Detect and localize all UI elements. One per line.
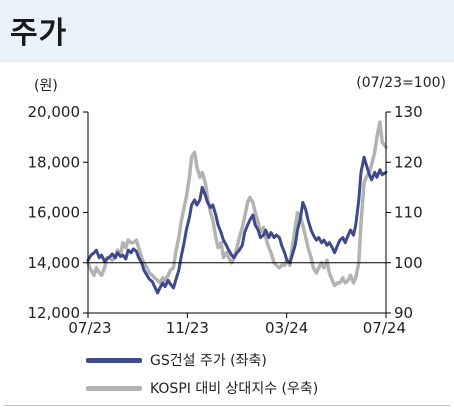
- legend-item-gs: GS건설 주가 (좌축): [86, 346, 318, 374]
- legend-item-kospi: KOSPI 대비 상대지수 (우축): [86, 374, 318, 402]
- title-bar: 주가: [0, 0, 454, 62]
- legend-swatch-kospi: [86, 385, 142, 391]
- legend-swatch-gs: [86, 357, 142, 363]
- footer-divider: [4, 405, 450, 406]
- x-tick-label: 03/24: [265, 319, 308, 337]
- left-tick-label: 18,000: [28, 153, 81, 171]
- legend-label-kospi: KOSPI 대비 상대지수 (우축): [150, 381, 319, 397]
- right-tick-label: 110: [394, 204, 423, 222]
- x-tick-label: 07/24: [363, 319, 406, 337]
- left-tick-label: 12,000: [28, 304, 81, 322]
- left-tick-label: 14,000: [28, 254, 81, 272]
- page-title: 주가: [10, 16, 68, 51]
- right-tick-label: 120: [394, 153, 423, 171]
- right-axis-unit: (07/23=100): [356, 75, 446, 91]
- right-tick-label: 90: [394, 304, 413, 322]
- right-tick-label: 100: [394, 254, 423, 272]
- x-tick-label: 07/23: [68, 319, 111, 337]
- legend-label-gs: GS건설 주가 (좌축): [150, 353, 267, 369]
- x-tick-label: 11/23: [166, 319, 209, 337]
- left-tick-label: 20,000: [28, 103, 81, 121]
- left-axis-unit: (원): [34, 78, 58, 94]
- series-line-gs: [86, 155, 388, 295]
- series-line-kospi: [86, 120, 388, 288]
- legend: GS건설 주가 (좌축) KOSPI 대비 상대지수 (우축): [86, 346, 318, 402]
- left-tick-label: 16,000: [28, 204, 81, 222]
- right-tick-label: 130: [394, 103, 423, 121]
